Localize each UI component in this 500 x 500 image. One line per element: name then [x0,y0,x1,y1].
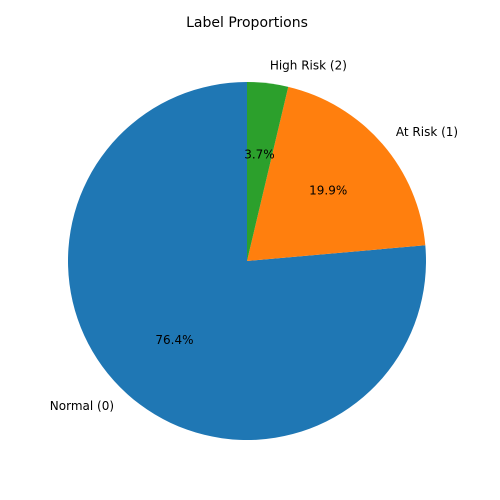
slice-label-2: High Risk (2) [270,58,347,72]
slice-percent-1: 19.9% [309,184,347,198]
slice-percent-0: 76.4% [155,333,193,347]
pie-slice-2 [247,82,289,261]
slice-label-0: Normal (0) [50,399,114,413]
pie-slice-1 [247,86,426,261]
slice-label-1: At Risk (1) [396,125,458,139]
pie-labels: Normal (0) 76.4% At Risk (1) 19.9% High Risk… [50,58,458,413]
pie-slices [68,82,426,440]
slice-percent-2: 3.7% [244,147,275,161]
chart-title: Label Proportions [186,15,308,31]
